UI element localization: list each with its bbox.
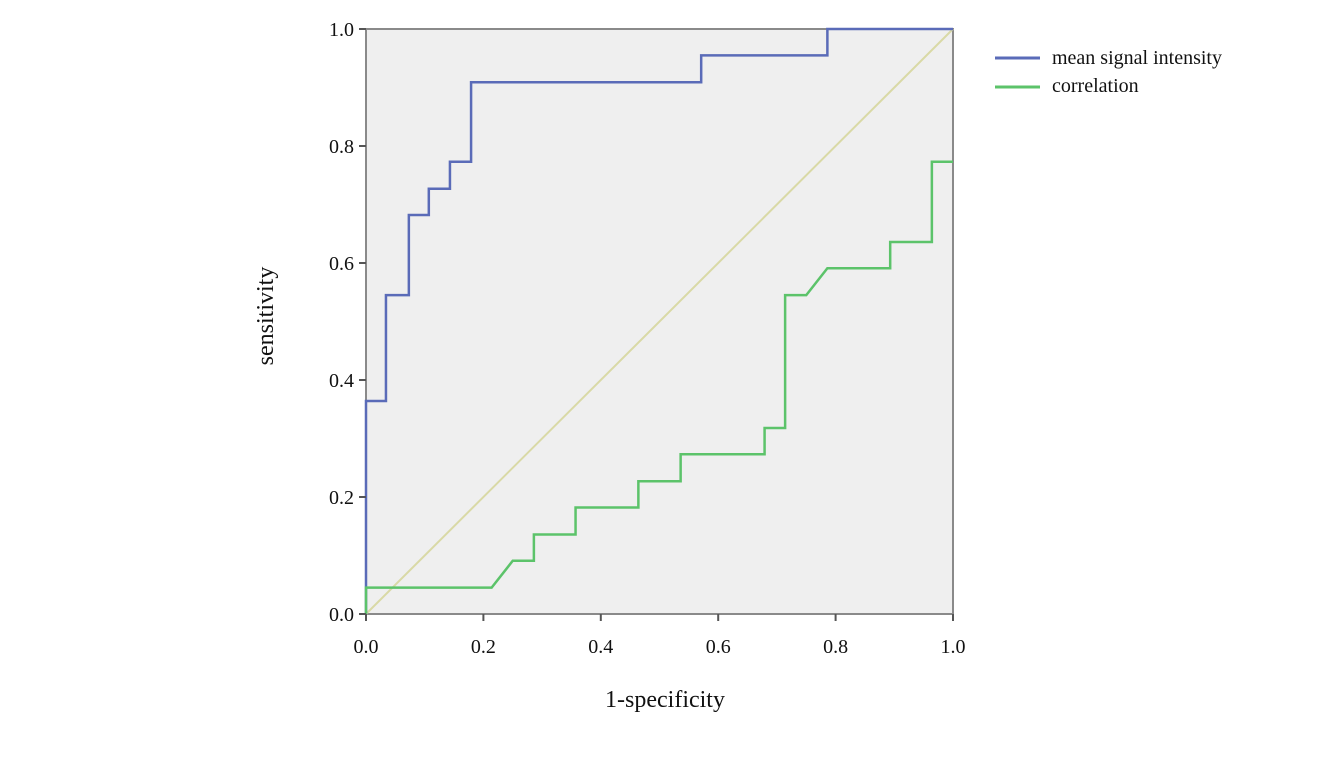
x-tick-label: 0.2	[471, 636, 496, 658]
y-tick-label: 0.8	[329, 136, 354, 158]
legend-label-mean-signal-intensity: mean signal intensity	[1052, 47, 1222, 69]
x-axis-label: 1-specificity	[605, 687, 725, 713]
y-tick-label: 0.2	[329, 487, 354, 509]
x-tick-label: 0.6	[706, 636, 731, 658]
x-tick-label: 0.8	[823, 636, 848, 658]
x-tick-label: 1.0	[941, 636, 966, 658]
y-tick-label: 0.4	[329, 370, 354, 392]
y-tick-label: 0.0	[329, 604, 354, 626]
series-line-mean-signal-intensity	[364, 27, 953, 614]
legend: mean signal intensity correlation	[995, 47, 1222, 97]
reference-diagonal-line	[365, 28, 954, 615]
series-line-correlation	[364, 160, 953, 614]
x-tick-label: 0.0	[354, 636, 379, 658]
x-tick-label: 0.4	[588, 636, 613, 658]
y-axis-label: sensitivity	[253, 267, 279, 366]
y-tick-label: 0.6	[329, 253, 354, 275]
y-tick-label: 1.0	[329, 19, 354, 41]
legend-label-correlation: correlation	[1052, 75, 1139, 97]
